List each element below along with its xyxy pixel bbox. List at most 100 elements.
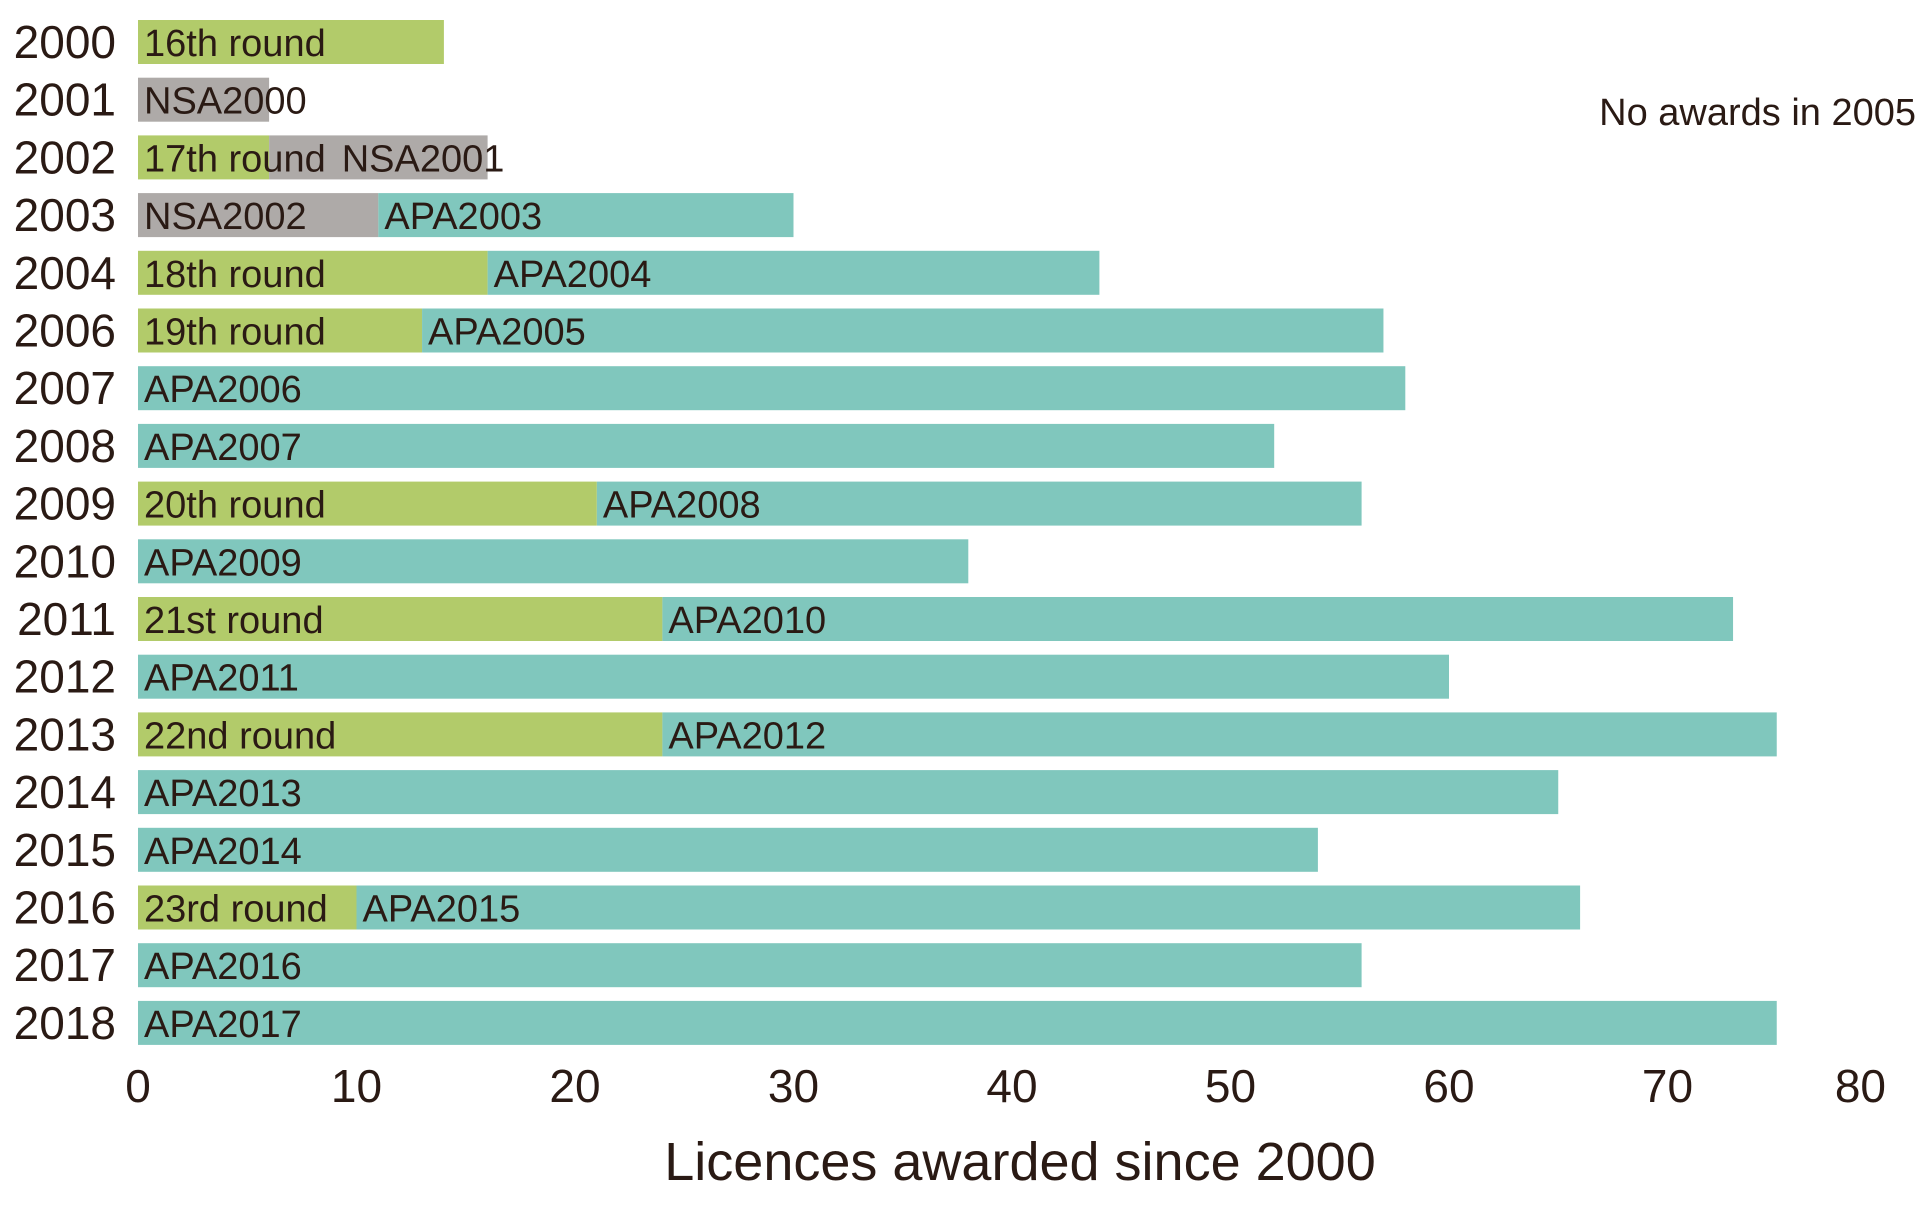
- year-label: 2017: [14, 939, 116, 991]
- segment-label: NSA2002: [144, 196, 307, 238]
- bar-segment-apa2009: [138, 539, 969, 584]
- annotation-no-awards-2005: No awards in 2005: [1599, 92, 1916, 134]
- bar-row-2003: NSA2002 APA2003: [138, 193, 794, 238]
- segment-label: APA2016: [144, 946, 302, 988]
- year-label: 2018: [14, 997, 116, 1049]
- segment-label: APA2004: [494, 254, 652, 296]
- bar-segment-16th-round: [138, 20, 444, 64]
- bar-row-2000: 16th round: [138, 20, 444, 65]
- segment-label: 23rd round: [144, 889, 328, 931]
- segment-label: APA2007: [144, 427, 302, 469]
- year-label: 2015: [14, 824, 116, 876]
- segment-label: 17th round: [144, 138, 326, 180]
- bar-row-2010: APA2009: [138, 539, 969, 584]
- bar-segment-apa2003: [378, 193, 794, 238]
- segment-label: 19th round: [144, 312, 326, 354]
- bar-row-2008: APA2007: [138, 423, 1275, 469]
- bar-row-2013: 22nd round APA2012: [138, 712, 1777, 757]
- segment-label: APA2005: [428, 312, 586, 354]
- segment-label: NSA2001: [342, 138, 505, 180]
- bar-segment-nsa2001: [269, 135, 488, 180]
- bar-segment-23rd-round: [138, 885, 357, 930]
- bar-row-2006: 19th round APA2005: [138, 308, 1384, 354]
- bar-row-2011: 21st round APA2010: [138, 597, 1734, 642]
- bar-segment-apa2007: [138, 423, 1275, 468]
- bar-row-2007: APA2006: [138, 366, 1406, 411]
- bar-segment-apa2017: [138, 1000, 1777, 1045]
- x-axis-title: Licences awarded since 2000: [664, 1132, 1375, 1192]
- segment-label: NSA2000: [144, 81, 307, 123]
- year-label: 2013: [14, 708, 116, 760]
- year-label: 2014: [14, 766, 116, 818]
- segment-label: 22nd round: [144, 715, 336, 757]
- bar-segment-apa2012: [662, 712, 1777, 757]
- x-tick-label: 70: [1642, 1060, 1693, 1112]
- year-label: 2012: [14, 651, 116, 703]
- x-tick-labels: 0 10 20 30 40 50 60 70 80: [125, 1060, 1886, 1112]
- segment-label: APA2003: [384, 196, 542, 238]
- bar-segment-apa2013: [138, 770, 1559, 815]
- bar-row-2014: APA2013: [138, 770, 1559, 815]
- bar-row-2004: 18th round APA2004: [138, 250, 1100, 296]
- year-label: 2000: [14, 16, 116, 68]
- bar-segment-nsa2000: [138, 77, 270, 122]
- bar-row-2009: 20th round APA2008: [138, 481, 1362, 527]
- year-label: 2001: [14, 74, 116, 126]
- year-label: 2016: [14, 882, 116, 934]
- bar-segment-apa2010: [662, 597, 1734, 641]
- segment-label: 20th round: [144, 485, 326, 527]
- bar-segment-20th-round: [138, 481, 597, 526]
- bars-group: 16th round NSA2000 17th round NSA2001 NSA200…: [138, 20, 1777, 1046]
- x-tick-label: 0: [125, 1060, 151, 1112]
- year-label: 2003: [14, 189, 116, 241]
- segment-label: APA2010: [668, 600, 826, 642]
- x-tick-label: 10: [331, 1060, 382, 1112]
- x-tick-label: 30: [768, 1060, 819, 1112]
- bar-row-2015: APA2014: [138, 827, 1318, 873]
- bar-segment-apa2008: [596, 481, 1362, 526]
- x-tick-label: 80: [1835, 1060, 1886, 1112]
- segment-label: APA2006: [144, 369, 302, 411]
- bar-segment-17th-round: [138, 135, 270, 180]
- bar-segment-apa2014: [138, 827, 1318, 872]
- bar-segment-apa2005: [422, 308, 1384, 353]
- bar-segment-22nd-round: [138, 712, 663, 757]
- year-label: 2007: [14, 362, 116, 414]
- segment-label: 21st round: [144, 600, 324, 642]
- segment-label: APA2013: [144, 773, 302, 815]
- year-label: 2002: [14, 131, 116, 183]
- x-tick-label: 50: [1205, 1060, 1256, 1112]
- bar-segment-apa2006: [138, 366, 1406, 411]
- bar-segment-21st-round: [138, 597, 663, 641]
- x-tick-label: 60: [1423, 1060, 1474, 1112]
- bar-segment-19th-round: [138, 308, 423, 353]
- x-tick-label: 40: [986, 1060, 1037, 1112]
- bar-segment-18th-round: [138, 250, 488, 295]
- year-label: 2009: [14, 478, 116, 530]
- bar-row-2001: NSA2000: [138, 77, 307, 123]
- year-label: 2010: [14, 535, 116, 587]
- bar-segment-apa2015: [356, 885, 1581, 930]
- segment-label: APA2009: [144, 542, 302, 584]
- year-label: 2006: [14, 305, 116, 357]
- bar-segment-apa2016: [138, 943, 1362, 988]
- bar-row-2016: 23rd round APA2015: [138, 885, 1581, 931]
- segment-label: APA2014: [144, 831, 302, 873]
- segment-label: 16th round: [144, 23, 326, 65]
- year-label: 2011: [17, 593, 116, 645]
- x-tick-label: 20: [549, 1060, 600, 1112]
- segment-label: APA2017: [144, 1004, 302, 1046]
- bar-row-2018: APA2017: [138, 1000, 1777, 1046]
- bar-segment-apa2011: [138, 654, 1449, 699]
- year-label: 2004: [14, 247, 116, 299]
- segment-label: APA2015: [363, 889, 521, 931]
- bar-row-2012: APA2011: [138, 654, 1449, 700]
- bar-segment-apa2004: [487, 250, 1100, 295]
- segment-label: APA2012: [668, 715, 826, 757]
- segment-label: 18th round: [144, 254, 326, 296]
- bar-row-2017: APA2016: [138, 943, 1362, 988]
- bar-segment-nsa2002: [138, 193, 379, 238]
- segment-label: APA2011: [144, 658, 299, 700]
